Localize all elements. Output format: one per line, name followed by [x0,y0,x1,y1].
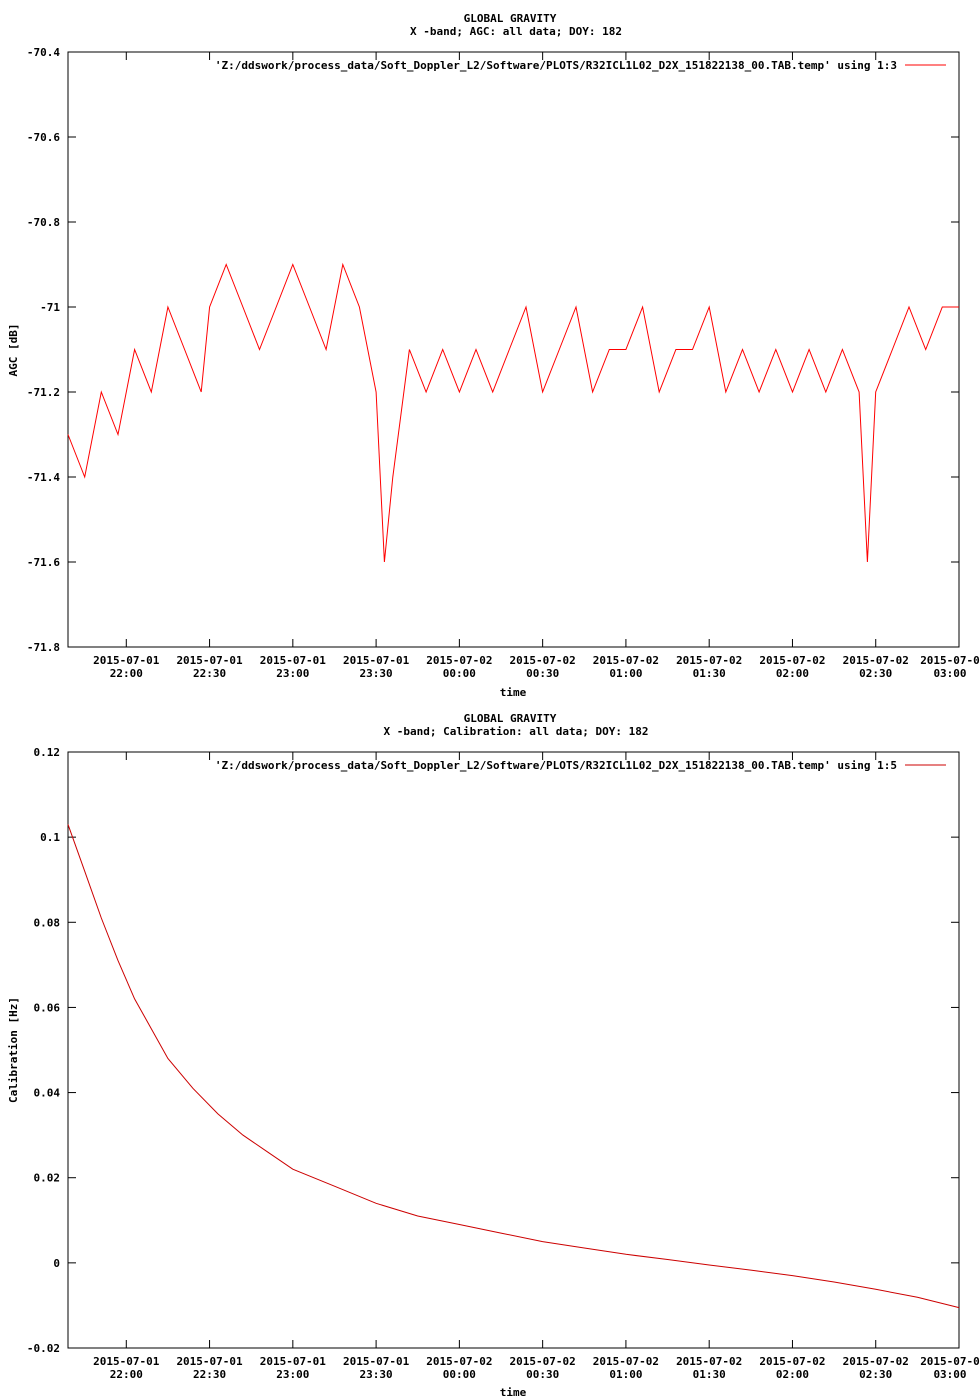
agc-ytick-label: -71.4 [27,471,60,484]
cal-xtick-time: 23:30 [360,1368,393,1381]
agc-xtick-date: 2015-07-02 [843,654,909,667]
agc-xtick-date: 2015-07-02 [676,654,742,667]
agc-xtick-date: 2015-07-01 [343,654,410,667]
agc-ytick-label: -71.6 [27,556,60,569]
cal-ytick-label: 0.12 [34,746,61,759]
cal-ytick-label: -0.02 [27,1342,60,1355]
agc-xtick-date: 2015-07-02 [510,654,576,667]
agc-series-line [67,262,959,563]
cal-xtick-date: 2015-07-02 [510,1355,576,1368]
agc-xtick-time: 01:30 [693,667,726,680]
agc-xtick-time: 02:00 [776,667,809,680]
agc-xtick-time: 00:30 [526,667,559,680]
agc-y-axis: -70.4 -70.6 -70.8 -71 -71.2 -71.4 -71.6 -71.8 [27,46,959,654]
cal-xtick-time: 22:30 [193,1368,226,1381]
cal-y-axis: 0.12 0.1 0.08 0.06 0.04 0.02 0 -0.02 [27,746,959,1355]
cal-xtick-date: 2015-07-01 [343,1355,410,1368]
agc-ytick-label: -70.6 [27,131,60,144]
agc-xtick-date: 2015-07-0 [920,654,980,667]
agc-xtick-date: 2015-07-02 [426,654,492,667]
agc-x-axis: 2015-07-0122:002015-07-0122:302015-07-01… [93,52,980,680]
agc-xtick-time: 23:00 [276,667,309,680]
cal-chart-subtitle: X -band; Calibration: all data; DOY: 182 [384,725,649,738]
cal-ytick-label: 0.02 [34,1172,61,1185]
cal-x-axis-label: time [500,1386,527,1399]
cal-xtick-time: 01:30 [693,1368,726,1381]
agc-xtick-date: 2015-07-01 [176,654,243,667]
agc-legend: 'Z:/ddswork/process_data/Soft_Doppler_L2… [215,59,946,72]
cal-xtick-date: 2015-07-02 [759,1355,825,1368]
cal-chart-title: GLOBAL GRAVITY [464,712,557,725]
cal-ytick-label: 0 [53,1257,60,1270]
cal-xtick-time: 02:30 [859,1368,892,1381]
calibration-series-line [67,824,960,1309]
agc-xtick-date: 2015-07-01 [260,654,327,667]
cal-xtick-time: 00:00 [443,1368,476,1381]
agc-chart-title: GLOBAL GRAVITY [464,12,557,25]
agc-ytick-label: -71 [40,301,60,314]
agc-ytick-label: -71.2 [27,386,60,399]
agc-xtick-date: 2015-07-02 [593,654,659,667]
agc-ytick-label: -70.8 [27,216,60,229]
cal-xtick-date: 2015-07-0 [920,1355,980,1368]
agc-y-axis-label: AGC [dB] [7,324,20,377]
cal-xtick-date: 2015-07-02 [426,1355,492,1368]
cal-plot-frame [67,751,960,1349]
cal-xtick-date: 2015-07-01 [93,1355,160,1368]
cal-legend: 'Z:/ddswork/process_data/Soft_Doppler_L2… [215,759,946,772]
agc-ytick-label: -71.8 [27,641,60,654]
cal-xtick-date: 2015-07-01 [176,1355,243,1368]
cal-xtick-time: 22:00 [110,1368,143,1381]
agc-legend-label: 'Z:/ddswork/process_data/Soft_Doppler_L2… [215,59,897,72]
cal-xtick-time: 23:00 [276,1368,309,1381]
cal-xtick-time: 03:00 [933,1368,966,1381]
agc-xtick-date: 2015-07-01 [93,654,160,667]
agc-xtick-time: 00:00 [443,667,476,680]
agc-xtick-time: 02:30 [859,667,892,680]
cal-y-axis-label: Calibration [Hz] [7,997,20,1103]
agc-xtick-time: 23:30 [360,667,393,680]
cal-ytick-label: 0.06 [34,1001,61,1014]
cal-x-axis: 2015-07-0122:002015-07-0122:302015-07-01… [93,752,980,1381]
agc-ytick-label: -70.4 [27,46,60,59]
cal-xtick-date: 2015-07-02 [593,1355,659,1368]
agc-xtick-time: 01:00 [609,667,642,680]
agc-xtick-time: 22:00 [110,667,143,680]
agc-chart-subtitle: X -band; AGC: all data; DOY: 182 [410,25,622,38]
cal-xtick-time: 02:00 [776,1368,809,1381]
cal-ytick-label: 0.04 [34,1087,61,1100]
agc-xtick-time: 22:30 [193,667,226,680]
cal-ytick-label: 0.08 [34,916,61,929]
cal-xtick-date: 2015-07-02 [676,1355,742,1368]
cal-xtick-date: 2015-07-01 [260,1355,327,1368]
agc-xtick-time: 03:00 [933,667,966,680]
cal-xtick-time: 00:30 [526,1368,559,1381]
agc-x-axis-label: time [500,686,527,699]
calibration-chart: GLOBAL GRAVITY X -band; Calibration: all… [7,712,980,1399]
cal-legend-label: 'Z:/ddswork/process_data/Soft_Doppler_L2… [215,759,897,772]
cal-ytick-label: 0.1 [40,831,60,844]
cal-xtick-time: 01:00 [609,1368,642,1381]
cal-xtick-date: 2015-07-02 [843,1355,909,1368]
agc-xtick-date: 2015-07-02 [759,654,825,667]
agc-chart: GLOBAL GRAVITY X -band; AGC: all data; D… [7,12,980,699]
agc-plot-frame [67,51,960,648]
